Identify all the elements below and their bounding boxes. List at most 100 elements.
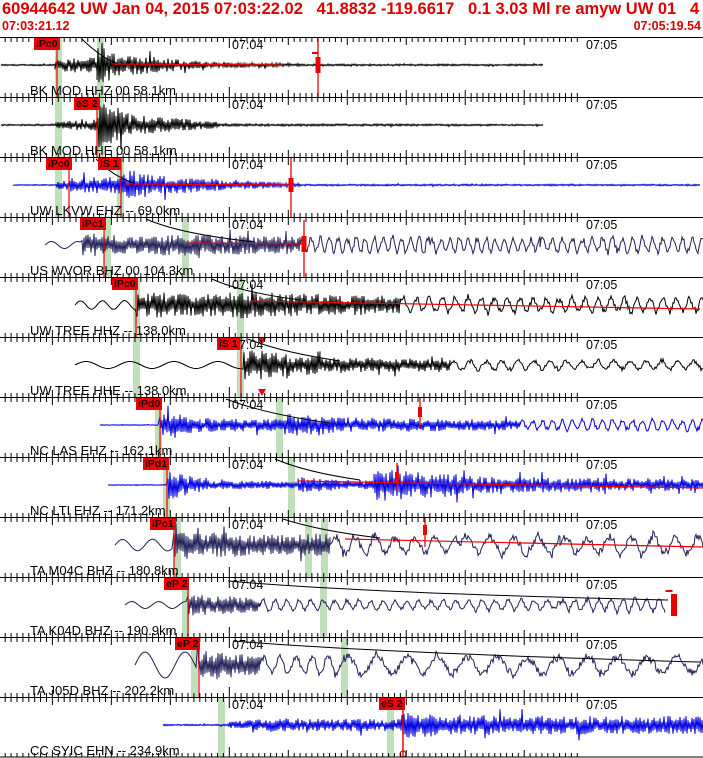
pick-label[interactable]: iPc0 xyxy=(112,278,138,290)
waveform xyxy=(12,170,701,201)
trace-plot xyxy=(0,157,703,217)
amplitude-marker[interactable] xyxy=(671,594,677,616)
trace-panel-12[interactable]: 07:04 07:05 eS 2 CC SYIC EHN -- 234.9km xyxy=(0,697,703,758)
pick-highlight-band xyxy=(155,398,162,457)
time-label: 07:05 xyxy=(586,218,618,232)
time-label: 07:04 xyxy=(232,158,264,172)
time-label: 07:05 xyxy=(586,98,618,112)
time-label: 07:04 xyxy=(232,38,264,52)
waveform xyxy=(44,229,703,259)
station-label: TA K04D BHZ -- 190.9km xyxy=(30,623,177,638)
station-label: CC SYIC EHN -- 234.9km xyxy=(30,743,180,758)
window-start-time: 07:03:21.12 xyxy=(2,19,70,33)
window-end-time: 07:05:19.54 xyxy=(633,19,701,33)
trace-panel-5[interactable]: 07:04 07:05 iPc0 UW TREE HHZ -- 138.0km xyxy=(0,277,703,338)
trace-plot xyxy=(0,217,703,277)
trace-panel-6[interactable]: 07:04 07:05 iS 1 UW TREE HHE -- 138.0km xyxy=(0,337,703,398)
coda-fit-line xyxy=(249,300,701,310)
pick-label[interactable]: iS 1 xyxy=(217,338,240,350)
pick-label[interactable]: eP 2 xyxy=(164,578,190,590)
pick-highlight-band xyxy=(341,638,348,697)
time-label: 07:04 xyxy=(232,518,264,532)
trace-panel-9[interactable]: 07:04 07:05 iPc1 TA M04C BHZ -- 180.8km xyxy=(0,517,703,578)
pick-label[interactable]: iPc0 xyxy=(34,38,60,50)
time-label: 07:05 xyxy=(586,158,618,172)
station-label: NC LTI EHZ -- 171.2km xyxy=(30,503,166,518)
station-label: UW TREE HHZ -- 138.0km xyxy=(30,323,186,338)
waveform xyxy=(0,104,544,150)
time-label: 07:05 xyxy=(586,38,618,52)
station-label: UW TREE HHE -- 138.0km xyxy=(30,383,187,398)
amplitude-marker[interactable] xyxy=(423,525,427,535)
time-label: 07:05 xyxy=(586,518,618,532)
pick-highlight-band xyxy=(133,338,140,397)
amplitude-marker[interactable] xyxy=(418,407,422,417)
trace-plot xyxy=(0,577,703,637)
time-label: 07:04 xyxy=(232,458,264,472)
trace-plot xyxy=(0,697,703,758)
coda-end-marker[interactable] xyxy=(258,338,266,345)
waveform xyxy=(0,42,544,83)
pick-highlight-band xyxy=(320,578,327,637)
time-label: 07:04 xyxy=(232,98,264,112)
trace-panel-7[interactable]: 07:04 07:05 iPd0 NC LAS EHZ -- 162.1km xyxy=(0,397,703,458)
pick-label[interactable]: eS 2 xyxy=(379,698,405,710)
pick-highlight-band xyxy=(218,698,225,757)
station-label: NC LAS EHZ -- 162.1km xyxy=(30,443,173,458)
pick-label[interactable]: iPd1 xyxy=(143,458,170,470)
pick-highlight-band xyxy=(191,638,198,697)
trace-panel-4[interactable]: 07:04 07:05 iPc1 US WVOR BHZ 00 104.3km xyxy=(0,217,703,278)
trace-panel-10[interactable]: 07:04 07:05 eP 2 TA K04D BHZ -- 190.9km xyxy=(0,577,703,638)
time-label: 07:05 xyxy=(586,338,618,352)
station-label: TA M04C BHZ -- 180.8km xyxy=(30,563,179,578)
time-label: 07:04 xyxy=(232,638,264,652)
pick-label[interactable]: iPd0 xyxy=(136,398,163,410)
amplitude-marker[interactable] xyxy=(288,178,294,192)
station-label: UW LKVW EHZ -- 69.0km xyxy=(30,203,181,218)
time-label: 07:04 xyxy=(232,218,264,232)
time-label: 07:04 xyxy=(232,698,264,712)
time-label: 07:05 xyxy=(586,278,618,292)
pick-label[interactable]: iPc0 xyxy=(46,158,72,170)
trace-panel-3[interactable]: 07:04 07:05 iPc0 iS 1 UW LKVW EHZ -- 69.0km xyxy=(0,157,703,218)
trace-panel-1[interactable]: 07:04 07:05 iPc0 BK MOD HHZ 00 58.1km xyxy=(0,37,703,98)
coda-decay-curve xyxy=(81,38,119,65)
waveform xyxy=(99,405,703,438)
time-label: 07:05 xyxy=(586,398,618,412)
trace-plot xyxy=(0,277,703,337)
trace-plot xyxy=(0,397,703,457)
pick-label[interactable]: eP 2 xyxy=(175,638,201,650)
amplitude-marker[interactable] xyxy=(315,57,321,73)
waveform xyxy=(134,640,703,680)
trace-panel-8[interactable]: 07:04 07:05 iPd1 NC LTI EHZ -- 171.2km xyxy=(0,457,703,518)
trace-panel-11[interactable]: 07:04 07:05 eP 2 TA J05D BHZ -- 202.2km xyxy=(0,637,703,698)
waveform xyxy=(74,350,703,380)
pick-label[interactable]: eS 2 xyxy=(74,98,100,110)
coda-end-marker[interactable] xyxy=(258,389,266,396)
trace-plot xyxy=(0,337,703,397)
amplitude-marker[interactable] xyxy=(301,236,307,252)
coda-decay-curve xyxy=(227,580,669,601)
coda-decay-curve xyxy=(232,640,701,663)
trace-plot xyxy=(0,97,703,157)
waveform xyxy=(107,465,703,503)
pick-label[interactable]: iS 1 xyxy=(98,158,121,170)
waveform xyxy=(162,709,703,741)
time-label: 07:05 xyxy=(586,578,618,592)
time-label: 07:04 xyxy=(232,398,264,412)
time-label: 07:04 xyxy=(232,578,264,592)
event-header: 60944642 UW Jan 04, 2015 07:03:22.02 41.… xyxy=(2,0,700,18)
trace-plot xyxy=(0,37,703,97)
amplitude-marker[interactable] xyxy=(395,472,399,482)
coda-fit-line xyxy=(297,480,703,489)
station-label: US WVOR BHZ 00 104.3km xyxy=(30,263,194,278)
waveform xyxy=(74,284,703,319)
trace-panel-2[interactable]: 07:04 07:05 eS 2 BK MOD HHE 00 58.1km xyxy=(0,97,703,158)
time-label: 07:05 xyxy=(586,698,618,712)
coda-fit-line xyxy=(187,242,304,245)
pick-label[interactable]: iPc1 xyxy=(80,218,106,230)
pick-label[interactable]: iPc1 xyxy=(150,518,176,530)
coda-decay-curve xyxy=(225,398,331,424)
station-label: BK MOD HHZ 00 58.1km xyxy=(30,83,176,98)
